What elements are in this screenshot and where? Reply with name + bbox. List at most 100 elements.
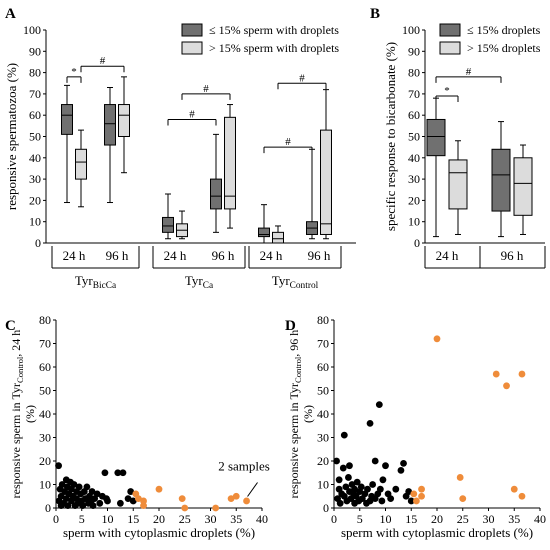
data-point — [418, 485, 425, 493]
data-point — [89, 502, 97, 510]
data-point — [351, 485, 358, 493]
time-label: 96 h — [106, 248, 129, 263]
significance-bracket: * — [435, 85, 459, 103]
data-point — [70, 481, 78, 488]
data-point — [212, 504, 220, 512]
x-tick-label: 10 — [102, 512, 114, 526]
box-body — [426, 118, 446, 157]
data-point — [345, 474, 352, 481]
box-0 — [61, 84, 73, 204]
y-axis-label: responsive sperm in TyrControl, 24 h — [9, 330, 25, 499]
y-tick-label: 100 — [402, 23, 420, 37]
significance-mark: # — [299, 72, 305, 84]
data-point — [407, 497, 415, 505]
data-point — [135, 495, 142, 502]
data-point — [459, 495, 467, 502]
panel-letter: D — [285, 318, 296, 334]
box-body — [104, 104, 116, 146]
data-point — [503, 382, 510, 390]
x-tick-label: 15 — [127, 512, 139, 526]
legend-label: > 15% droplets — [467, 41, 541, 55]
y-tick-label: 20 — [317, 454, 329, 468]
y-axis-label: responsive sperm in TyrControl, 96 h — [287, 330, 303, 499]
data-point — [339, 464, 347, 472]
data-point — [57, 492, 65, 500]
box-body — [491, 148, 511, 212]
panel-letter: B — [370, 6, 380, 22]
x-tick-label: 35 — [230, 512, 242, 526]
data-point — [64, 502, 72, 510]
time-label: 24 h — [164, 248, 187, 263]
significance-mark: * — [71, 66, 77, 78]
significance-mark: # — [203, 83, 209, 95]
y-tick-label: 80 — [29, 66, 41, 80]
time-label: 96 h — [308, 248, 331, 263]
data-point — [405, 488, 413, 495]
time-label: 24 h — [63, 248, 86, 263]
data-point — [400, 459, 407, 467]
y-tick-label: 50 — [39, 384, 51, 398]
box-2 — [104, 87, 116, 204]
y-tick-label: 10 — [29, 215, 41, 229]
y-tick-label: 0 — [35, 236, 41, 250]
data-point — [116, 499, 124, 507]
data-point — [227, 495, 235, 502]
panel-letter: A — [5, 6, 16, 22]
significance-mark: # — [100, 55, 106, 67]
panel-a-chart: 0 10 20 30 40 50 60 70 80 90 100 responsive spermat… — [4, 23, 356, 291]
y-tick-label: 30 — [29, 172, 41, 186]
data-point — [364, 485, 371, 493]
data-point — [79, 502, 87, 510]
data-point — [379, 476, 387, 484]
box-6 — [210, 133, 222, 233]
box-body — [513, 157, 533, 216]
x-tick-label: 10 — [380, 512, 392, 526]
y-tick-label: 50 — [408, 130, 420, 144]
box-1 — [448, 140, 468, 235]
legend-swatch — [439, 23, 461, 37]
data-point — [58, 481, 66, 488]
data-point — [127, 488, 135, 495]
data-point — [456, 474, 464, 481]
y-tick-label: 70 — [408, 87, 420, 101]
legend-swatch — [439, 41, 461, 55]
data-point — [96, 499, 104, 507]
y-tick-label: 80 — [317, 313, 329, 327]
legend-label: ≤ 15% sperm with droplets — [209, 23, 339, 37]
data-point — [371, 457, 379, 465]
box-body — [210, 178, 222, 210]
y-tick-label: 10 — [317, 478, 329, 492]
data-point — [387, 495, 395, 502]
data-point — [83, 483, 91, 491]
significance-mark: # — [466, 66, 472, 78]
x-tick-label: 25 — [457, 512, 469, 526]
group-label: TyrCa — [185, 273, 214, 291]
data-point — [378, 497, 386, 505]
box-body — [118, 104, 130, 138]
y-tick-label: 60 — [39, 360, 51, 374]
data-point — [55, 462, 62, 470]
significance-bracket: # — [263, 136, 313, 154]
time-label: 96 h — [212, 248, 235, 263]
y-tick-label: 40 — [317, 407, 329, 421]
significance-mark: * — [444, 85, 450, 97]
legend-label: > 15% sperm with droplets — [209, 41, 339, 55]
x-tick-label: 35 — [508, 512, 520, 526]
x-tick-label: 20 — [431, 512, 443, 526]
y-tick-label: 90 — [408, 44, 420, 58]
data-point — [410, 490, 418, 498]
data-point — [75, 483, 83, 491]
y-tick-label: 10 — [408, 215, 420, 229]
box-8 — [258, 204, 270, 244]
data-point — [181, 504, 189, 512]
box-1 — [75, 129, 87, 208]
y-tick-label: 0 — [323, 501, 329, 515]
data-point — [342, 483, 350, 491]
data-point — [93, 490, 101, 498]
significance-bracket: # — [181, 83, 231, 100]
data-point — [340, 431, 348, 439]
y-tick-label: 20 — [29, 193, 41, 207]
